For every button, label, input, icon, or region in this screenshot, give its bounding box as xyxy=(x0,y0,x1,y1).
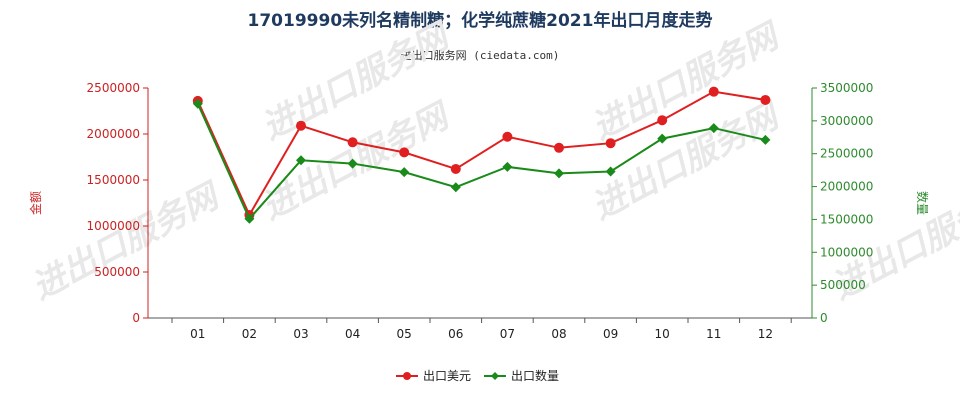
x-tick-label: 01 xyxy=(190,327,205,341)
x-tick-label: 07 xyxy=(500,327,515,341)
right-tick-label: 3000000 xyxy=(820,114,873,128)
data-point-qty[interactable] xyxy=(244,213,255,224)
x-tick-label: 08 xyxy=(551,327,566,341)
legend-item[interactable]: 出口美元 xyxy=(396,369,471,383)
x-tick-label: 03 xyxy=(293,327,308,341)
data-point-usd[interactable] xyxy=(605,138,616,149)
left-tick-label: 0 xyxy=(132,311,140,325)
x-tick-label: 06 xyxy=(448,327,463,341)
legend-marker xyxy=(403,372,411,380)
legend-label: 出口美元 xyxy=(423,369,471,383)
data-point-qty[interactable] xyxy=(605,166,616,177)
data-point-qty[interactable] xyxy=(657,133,668,144)
data-point-qty[interactable] xyxy=(554,168,564,179)
data-point-usd[interactable] xyxy=(347,137,358,148)
left-tick-label: 2000000 xyxy=(87,127,140,141)
data-point-qty[interactable] xyxy=(399,167,410,178)
x-tick-label: 12 xyxy=(758,327,773,341)
right-axis-title: 数量 xyxy=(915,191,930,215)
right-tick-label: 1500000 xyxy=(820,212,873,226)
series-layer xyxy=(192,86,771,224)
data-point-usd[interactable] xyxy=(399,147,410,158)
data-point-usd[interactable] xyxy=(296,120,306,131)
data-point-usd[interactable] xyxy=(760,94,771,105)
left-axis-title: 金额 xyxy=(28,191,43,215)
data-point-qty[interactable] xyxy=(760,134,771,145)
legend-marker xyxy=(491,372,499,380)
x-tick-label: 02 xyxy=(242,327,257,341)
x-tick-label: 10 xyxy=(655,327,670,341)
right-tick-label: 1000000 xyxy=(820,245,873,259)
chart-subtitle: 进出口服务网 (ciedata.com) xyxy=(400,49,560,62)
axes: 0 500000 1000000 1500000 2000000 2500000 0 5000… xyxy=(28,81,930,341)
right-tick-label: 2500000 xyxy=(820,147,873,161)
left-tick-label: 2500000 xyxy=(87,81,140,95)
chart-title: 17019990未列名精制糖；化学纯蔗糖2021年出口月度走势 xyxy=(247,11,713,31)
right-tick-label: 0 xyxy=(820,311,828,325)
x-tick-label: 04 xyxy=(345,327,360,341)
data-point-usd[interactable] xyxy=(657,115,668,126)
data-point-qty[interactable] xyxy=(296,155,306,166)
legend[interactable]: 出口美元 出口数量 xyxy=(396,368,559,383)
series-line-left xyxy=(196,90,766,218)
data-point-usd[interactable] xyxy=(554,142,564,153)
data-point-qty[interactable] xyxy=(192,98,203,109)
watermark-text: 进出口服务网 xyxy=(25,175,228,308)
right-tick-label: 500000 xyxy=(820,278,866,292)
x-tick-label: 11 xyxy=(706,327,721,341)
x-tick-label: 05 xyxy=(397,327,412,341)
data-point-qty[interactable] xyxy=(708,123,719,134)
data-point-qty[interactable] xyxy=(502,161,513,172)
x-tick-label: 09 xyxy=(603,327,618,341)
right-tick-label: 3500000 xyxy=(820,81,873,95)
data-point-qty[interactable] xyxy=(450,182,461,193)
left-tick-label: 1000000 xyxy=(87,219,140,233)
data-point-usd[interactable] xyxy=(708,86,719,97)
legend-label: 出口数量 xyxy=(511,368,559,383)
data-point-usd[interactable] xyxy=(450,163,461,174)
series-line-right xyxy=(196,103,766,221)
right-tick-label: 2000000 xyxy=(820,180,873,194)
left-tick-label: 1500000 xyxy=(87,173,140,187)
left-tick-label: 500000 xyxy=(94,265,140,279)
data-point-usd[interactable] xyxy=(502,131,513,142)
data-point-qty[interactable] xyxy=(347,158,358,169)
legend-item[interactable]: 出口数量 xyxy=(484,368,559,383)
